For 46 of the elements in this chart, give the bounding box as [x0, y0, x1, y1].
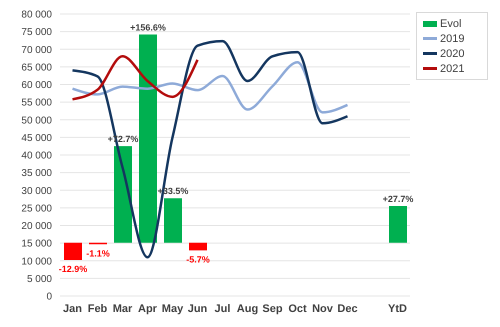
data-label: -1.1% [86, 248, 110, 258]
bar [164, 198, 182, 243]
x-tick-label: Jun [188, 302, 208, 315]
x-tick-label: Feb [88, 302, 108, 315]
y-tick-label: 45 000 [21, 132, 52, 144]
legend-label: 2019 [440, 32, 464, 44]
y-tick-label: 70 000 [21, 44, 52, 56]
y-tick-label: 5 000 [26, 274, 52, 285]
x-tick-label: Oct [288, 302, 307, 315]
x-tick-label: Jul [214, 302, 230, 315]
y-tick-label: 15 000 [21, 238, 52, 250]
data-label: -5.7% [186, 254, 210, 264]
bar [114, 146, 132, 243]
y-tick-label: 35 000 [21, 168, 52, 180]
y-tick-label: 30 000 [21, 186, 52, 197]
data-label: +156.6% [130, 22, 166, 32]
y-tick-label: 50 000 [21, 115, 52, 126]
y-tick-label: 0 [46, 292, 52, 303]
y-tick-label: 10 000 [21, 256, 52, 268]
x-tick-label: Apr [138, 302, 158, 315]
legend-label: Evol [440, 18, 462, 30]
y-tick-label: 40 000 [21, 150, 52, 162]
y-tick-label: 65 000 [21, 62, 52, 74]
x-tick-label: Dec [337, 302, 358, 315]
y-tick-label: 75 000 [21, 27, 52, 38]
y-tick-label: 25 000 [21, 203, 52, 214]
x-tick-label: Nov [312, 302, 334, 315]
legend-label: 2020 [440, 48, 464, 60]
legend-label: 2021 [440, 62, 464, 74]
x-tick-label: YtD [388, 302, 408, 315]
x-tick-label: Aug [236, 302, 258, 315]
x-tick-label: May [162, 302, 184, 315]
y-tick-label: 60 000 [21, 80, 52, 92]
data-label: +27.7% [382, 194, 414, 204]
bar [389, 206, 407, 243]
bar [64, 242, 82, 260]
bar [189, 242, 207, 250]
line-series [71, 55, 199, 101]
x-tick-label: Mar [112, 302, 133, 315]
bar [139, 34, 157, 243]
y-tick-label: 20 000 [21, 221, 52, 232]
data-label: -12.9% [58, 264, 88, 274]
y-tick-label: 55 000 [21, 98, 52, 109]
x-tick-label: Sep [262, 302, 283, 315]
y-tick-label: 80 000 [21, 10, 52, 21]
x-tick-label: Jan [63, 302, 82, 315]
